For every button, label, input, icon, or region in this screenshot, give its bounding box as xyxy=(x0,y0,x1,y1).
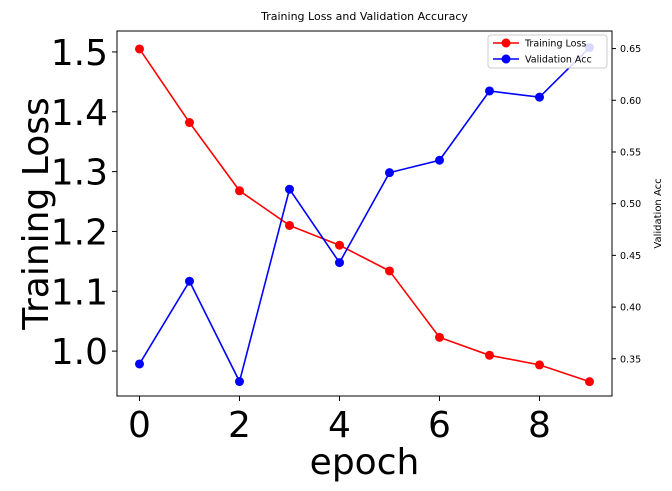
y-left-tick-label: 1.2 xyxy=(51,212,108,253)
legend-label-training-loss: Training Loss xyxy=(524,39,586,50)
y-left-axis-ticks: 1.0 1.1 1.2 1.3 1.4 1.5 xyxy=(51,33,117,373)
data-point-validation-acc xyxy=(385,168,394,178)
series-layer xyxy=(135,43,594,387)
data-point-validation-acc xyxy=(535,92,544,102)
y-right-tick-label: 0.45 xyxy=(620,251,641,262)
y-right-tick-label: 0.50 xyxy=(620,199,641,210)
data-point-validation-acc xyxy=(235,377,244,387)
y-right-tick-label: 0.60 xyxy=(620,96,641,107)
y-right-axis-ticks: 0.35 0.40 0.45 0.50 0.55 0.60 0.65 xyxy=(612,44,641,365)
x-tick-label: 2 xyxy=(228,405,251,446)
data-point-training-loss xyxy=(485,350,494,360)
data-point-training-loss xyxy=(135,44,144,54)
y-right-tick-label: 0.65 xyxy=(620,44,641,55)
data-point-training-loss xyxy=(285,220,294,230)
data-point-training-loss xyxy=(385,266,394,276)
legend-marker-validation-acc xyxy=(501,54,511,64)
y-right-tick-label: 0.40 xyxy=(620,303,641,314)
data-point-training-loss xyxy=(585,377,594,387)
data-point-training-loss xyxy=(435,332,444,342)
y-right-tick-label: 0.35 xyxy=(620,354,641,365)
data-point-validation-acc xyxy=(135,359,144,369)
y-left-tick-label: 1.4 xyxy=(51,93,108,134)
chart-title: Training Loss and Validation Accuracy xyxy=(260,10,468,23)
x-tick-label: 6 xyxy=(428,405,451,446)
y-right-tick-label: 0.55 xyxy=(620,147,641,158)
x-axis-ticks: 0 2 4 6 8 xyxy=(128,396,551,446)
y-left-tick-label: 1.3 xyxy=(51,153,108,194)
data-point-validation-acc xyxy=(485,86,494,96)
x-tick-label: 8 xyxy=(528,405,551,446)
x-tick-label: 0 xyxy=(128,405,151,446)
plot-background xyxy=(117,31,612,396)
y-left-tick-label: 1.5 xyxy=(51,33,108,74)
data-point-validation-acc xyxy=(285,184,294,194)
data-point-validation-acc xyxy=(435,155,444,165)
y-left-axis-label: Training Loss xyxy=(16,97,57,330)
data-point-validation-acc xyxy=(185,276,194,286)
data-point-training-loss xyxy=(335,240,344,250)
x-axis-label: epoch xyxy=(310,442,420,483)
data-point-training-loss xyxy=(185,118,194,128)
data-point-training-loss xyxy=(235,186,244,196)
series-line-validation-acc xyxy=(138,46,591,384)
x-tick-label: 4 xyxy=(328,405,351,446)
y-left-tick-label: 1.0 xyxy=(51,332,108,373)
series-line-training-loss xyxy=(138,48,590,383)
legend: Training Loss Validation Acc xyxy=(487,34,608,69)
y-left-tick-label: 1.1 xyxy=(51,272,108,313)
legend-label-validation-acc: Validation Acc xyxy=(525,55,592,66)
data-point-validation-acc xyxy=(335,258,344,268)
data-point-training-loss xyxy=(535,360,544,370)
plot-frame xyxy=(116,30,613,397)
legend-marker-training-loss xyxy=(501,38,511,48)
y-right-axis-label: Validation Acc xyxy=(653,178,664,248)
